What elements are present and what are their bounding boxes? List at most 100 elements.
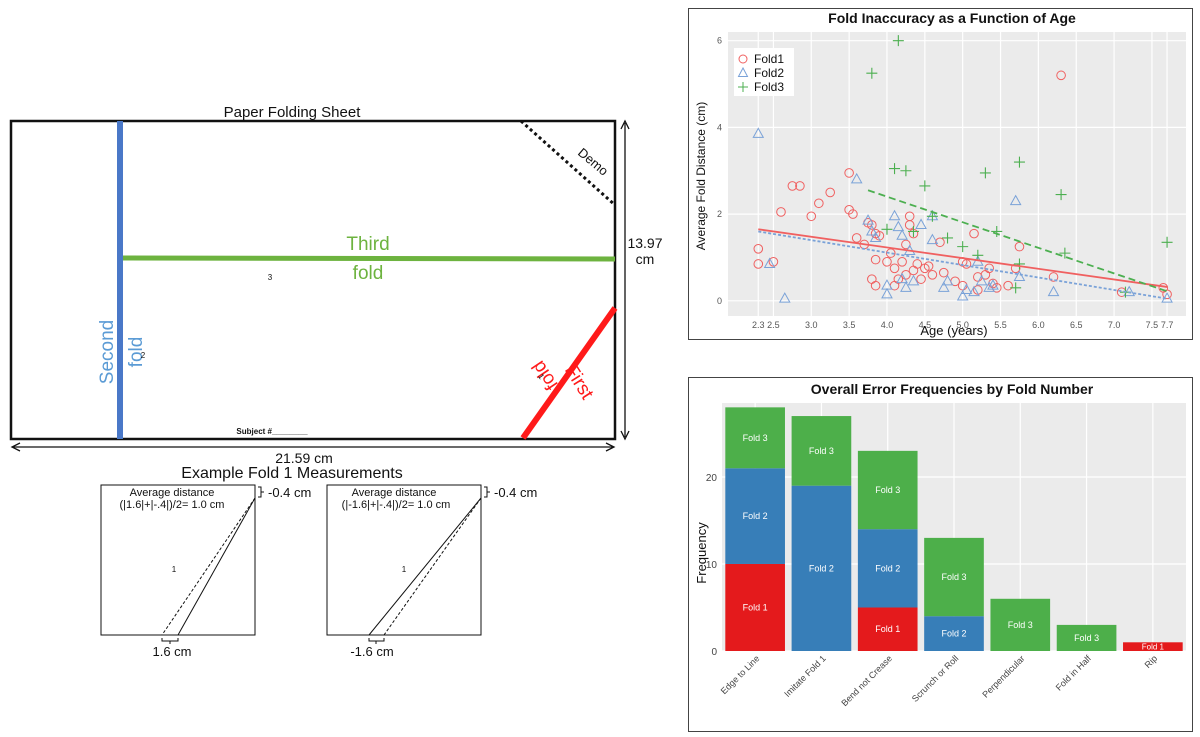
fold1-point <box>867 220 877 230</box>
example-left-top-bracket <box>258 486 264 498</box>
fold1-point <box>851 233 862 243</box>
fold1-point <box>927 270 938 280</box>
example-right-formula: (|-1.6|+|-.4|)/2= 1.0 cm <box>342 499 451 511</box>
fold1-point <box>1056 70 1066 81</box>
scatter-ytick-label: 0 <box>717 296 722 306</box>
fold1-point <box>882 257 892 267</box>
bar-ylabel: Frequency <box>694 522 709 584</box>
scatter-xtick-label: 6.5 <box>1070 320 1083 330</box>
fold-3-segment-label: Fold 3 <box>941 572 966 582</box>
age-scatter-chart: Fold Inaccuracy as a Function of Age 0 2 4… <box>688 8 1193 340</box>
fold1-point <box>969 228 979 239</box>
fold1-point <box>912 259 923 269</box>
fold2-point <box>881 287 893 299</box>
fold2-point <box>862 214 874 225</box>
height-arrow-bottom <box>620 430 630 441</box>
fold-3-bar-segment <box>725 407 785 469</box>
bar-ytick-label: 20 <box>706 473 718 484</box>
height-unit: cm <box>636 251 655 267</box>
fold3-point <box>866 67 878 79</box>
fold3-point <box>1055 189 1067 201</box>
fold-3-bar-segment <box>1056 624 1117 651</box>
fold1-point <box>844 204 854 215</box>
fold2-point <box>968 285 980 297</box>
scatter-xtick-label: 7.7 <box>1161 320 1174 330</box>
fold-3-bar-segment <box>857 450 918 530</box>
fold2-point <box>956 289 969 301</box>
fold2-legend-label: Fold2 <box>754 66 784 80</box>
width-arrow-left <box>10 442 21 452</box>
bar-title: Overall Error Frequencies by Fold Number <box>811 381 1094 397</box>
example-right-heading: Average distance <box>352 487 437 499</box>
fold1-point <box>961 259 972 269</box>
fold1-legend-key <box>738 54 748 64</box>
fold1-point <box>844 168 854 178</box>
scatter-xtick-label: 4.0 <box>881 320 894 330</box>
fold1-legend-label: Fold1 <box>754 52 784 66</box>
scatter-xtick-label: 7.5 <box>1146 320 1159 330</box>
fold1-point <box>787 181 798 191</box>
scatter-xtick-label: 3.0 <box>805 320 818 330</box>
fold1-point <box>1048 272 1059 282</box>
fold-3-bar-segment <box>924 537 984 617</box>
example-right-box <box>326 484 482 636</box>
example-right-true-line <box>368 497 482 636</box>
fold2-point <box>865 224 878 236</box>
fold3-point <box>900 165 912 177</box>
fold3-point <box>942 232 954 244</box>
fold-2-segment-label: Fold 2 <box>875 563 900 573</box>
example-left-heading: Average distance <box>130 487 215 499</box>
width-label: 21.59 cm <box>275 450 333 466</box>
fold2-point <box>937 281 950 292</box>
fold-3-segment-label: Fold 3 <box>1008 620 1033 630</box>
fold-mark-1: 1 <box>536 372 546 381</box>
height-value: 13.97 <box>627 235 662 251</box>
fold3-point <box>1010 282 1022 294</box>
fold-3-segment-label: Fold 3 <box>1074 633 1099 643</box>
scatter-xlabel: Age (years) <box>920 323 987 338</box>
error-frequency-chart: Overall Error Frequencies by Fold Number… <box>688 377 1193 732</box>
fold2-point <box>881 279 893 290</box>
fold2-point <box>941 274 954 286</box>
scatter-xtick-label: 4.5 <box>919 320 932 330</box>
fold2-point <box>987 279 999 290</box>
sheet-outline <box>9 119 617 441</box>
fold1-point <box>814 198 824 209</box>
example-right-bottom-measure: -1.6 cm <box>350 644 393 659</box>
fold1-point <box>935 237 945 248</box>
fold3-point <box>881 223 893 235</box>
scatter-plot-area: 0 2 4 6 2.3 2.5 3.0 3.5 4.0 4.5 5.0 5.5 6.0 6.5 7.0 7.5… <box>717 32 1186 330</box>
fold3-point <box>919 180 931 192</box>
fold1-point <box>984 263 994 274</box>
fold1-point <box>897 257 907 267</box>
scatter-panel-background <box>728 32 1186 316</box>
fold2-point <box>763 257 776 268</box>
fold1-trend-line <box>758 228 1168 288</box>
fold-mark-2: 2 <box>141 351 146 360</box>
fold3-point <box>907 225 919 237</box>
fold2-point <box>896 272 908 284</box>
fold2-point <box>1123 285 1136 297</box>
fold1-point <box>938 267 949 278</box>
fold3-point <box>889 163 901 175</box>
fold2-trend-line <box>758 230 1168 300</box>
fold2-point <box>752 127 765 138</box>
scatter-xtick-label: 3.5 <box>843 320 856 330</box>
third-fold-label-line2: fold <box>353 263 384 284</box>
fold-1-segment-label: Fold 1 <box>743 602 768 612</box>
example-left-bottom-measure: 1.6 cm <box>152 644 191 659</box>
fold3-point <box>892 35 904 47</box>
example-left-top-measure: -0.4 cm <box>268 485 311 500</box>
fold2-point <box>888 209 901 221</box>
example-left-bottom-bracket <box>161 638 179 644</box>
width-arrow-right <box>605 442 616 452</box>
fold1-point <box>889 263 900 274</box>
fold2-point <box>975 274 988 286</box>
scatter-ytick-label: 6 <box>717 36 722 46</box>
fold2-point <box>915 218 927 229</box>
fold2-point <box>850 172 863 184</box>
fold-3-bar-segment <box>791 416 852 486</box>
fold-2-bar-segment <box>924 616 984 651</box>
scatter-xtick-label: 6.0 <box>1032 320 1045 330</box>
fold-2-segment-label: Fold 2 <box>743 511 768 521</box>
